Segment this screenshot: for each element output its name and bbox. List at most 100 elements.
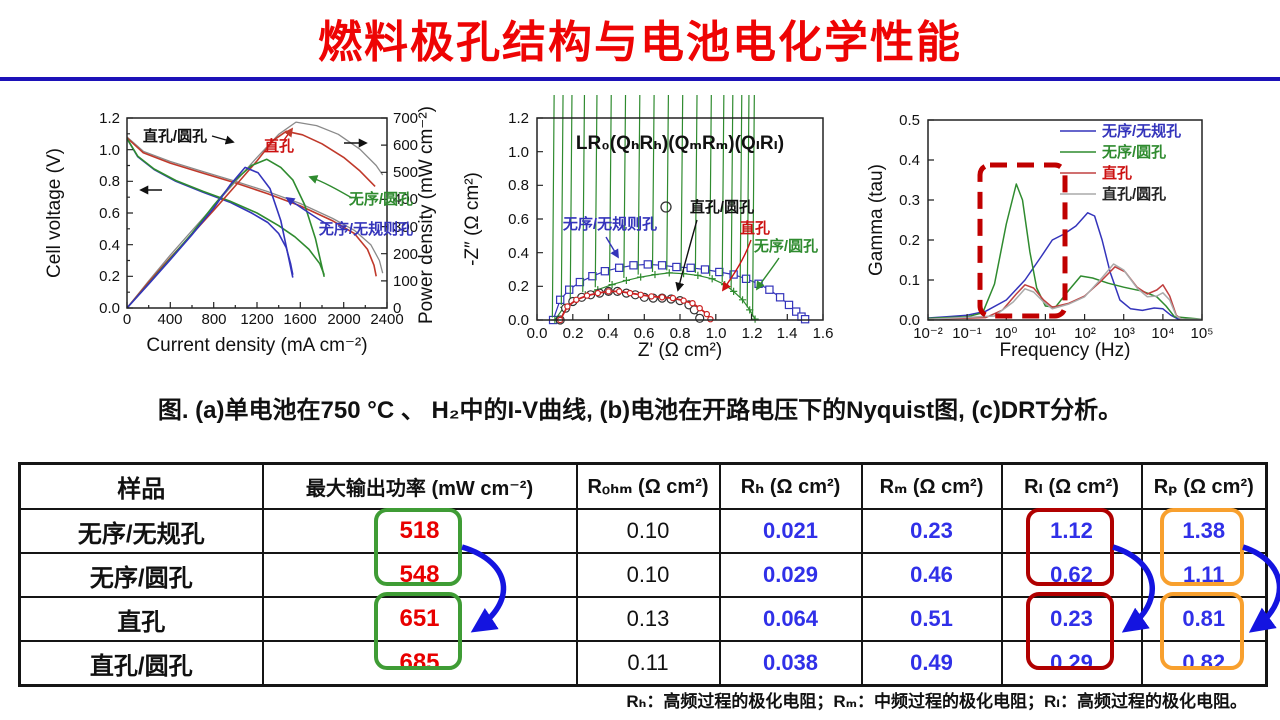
header-pmax: 最大输出功率 (mW cm⁻²) <box>261 462 578 510</box>
series-zkyk-p <box>126 121 384 309</box>
series-nyq-green <box>554 272 756 321</box>
star-marker <box>730 95 738 295</box>
square-marker <box>729 270 738 279</box>
cell-rl: 0.62 <box>1000 552 1143 598</box>
star-marker <box>738 95 747 304</box>
equivalent-circuit-label: LR₀(QₕRₕ)(QₘRₘ)(QₗRₗ) <box>576 133 784 154</box>
b-xtick: 1.0 <box>706 325 727 342</box>
a-xtick: 1200 <box>240 311 273 328</box>
a-label-disordered-irregular: 无序/无规则孔 <box>318 220 413 238</box>
low-frequency-highlight-box <box>977 162 1068 319</box>
a-xtick: 800 <box>201 311 226 328</box>
b-xtick: 0.6 <box>634 325 655 342</box>
c-xtick: 10³ <box>1113 325 1135 342</box>
circle-marker <box>594 289 602 297</box>
series-wxwg-iv <box>126 138 294 275</box>
square-marker <box>548 315 558 325</box>
b-xtick: 1.2 <box>742 325 763 342</box>
plot-frame <box>927 119 1203 321</box>
b-ytick: 0.2 <box>508 278 529 295</box>
square-marker <box>775 293 785 302</box>
a-xtick: 0 <box>123 311 131 328</box>
circle-marker <box>669 294 677 302</box>
circle-marker <box>626 289 634 297</box>
star-marker <box>746 95 754 314</box>
cell-rp: 0.82 <box>1140 640 1268 687</box>
a-ytick-left: 0.8 <box>99 173 120 190</box>
a-arrow-red <box>283 127 294 141</box>
circle-marker <box>557 316 564 324</box>
b-label-disordered-irregular: 无序/无规则孔 <box>562 215 657 233</box>
b-xtick: 0.2 <box>563 325 584 342</box>
b-xlabel: Z' (Ω cm²) <box>638 340 722 361</box>
b-ytick: 0.8 <box>508 177 529 194</box>
cell-rh: 0.064 <box>718 596 863 642</box>
circle-marker <box>666 294 676 304</box>
iv-power-chart: 0 400 800 1200 1600 2000 2400 0.0 0.2 0.… <box>44 106 437 356</box>
square-marker <box>588 272 597 281</box>
cell-rohm: 0.10 <box>575 552 721 598</box>
cell-rohm: 0.10 <box>575 508 721 554</box>
b-xtick: 0.0 <box>527 325 548 342</box>
b-ytick: 0.0 <box>508 312 529 329</box>
cell-pmax: 518 <box>261 508 578 554</box>
star-marker <box>560 95 568 311</box>
a-label-straight-round: 直孔/圆孔 <box>143 127 207 145</box>
series-zk-p <box>126 130 376 309</box>
circle-marker <box>689 305 699 315</box>
cell-pmax: 685 <box>261 640 578 687</box>
circle-marker <box>577 292 587 302</box>
square-marker <box>686 263 695 273</box>
circle-marker <box>603 286 614 296</box>
square-marker <box>555 295 565 305</box>
series-nyq-black <box>559 290 701 321</box>
header-rp: Rₚ (Ω cm²) <box>1140 462 1268 510</box>
a-ytick-right: 200 <box>393 246 418 263</box>
circle-marker <box>585 290 596 300</box>
series-wxyk-iv <box>126 138 325 276</box>
circle-marker <box>657 293 667 303</box>
b-xtick: 1.6 <box>813 325 834 342</box>
circle-marker <box>695 313 705 323</box>
series-zkyk-iv <box>126 136 384 274</box>
a-xtick: 1600 <box>283 311 316 328</box>
results-table-wrap: 样品 最大输出功率 (mW cm⁻²) Rₒₕₘ (Ω cm²) Rₕ (Ω c… <box>18 462 1268 687</box>
b-ylabel: -Z″ (Ω cm²) <box>462 172 483 266</box>
table-row: 直孔/圆孔 685 0.11 0.038 0.49 0.29 0.82 <box>18 640 1268 687</box>
star-marker <box>581 95 589 299</box>
circle-marker <box>630 290 640 300</box>
plot-frame <box>126 117 388 309</box>
a-ytick-right: 400 <box>393 191 418 208</box>
c-xtick: 10¹ <box>1034 325 1056 342</box>
b-label-straight: 直孔 <box>740 219 770 237</box>
header-sample: 样品 <box>18 462 264 510</box>
cell-sample: 无序/无规孔 <box>18 508 264 554</box>
a-ytick-left: 1.2 <box>99 110 120 127</box>
series-layer <box>548 95 810 325</box>
b-arrow-green <box>756 257 780 291</box>
circle-marker <box>680 297 687 304</box>
table-footnote: Rₕ：高频过程的极化电阻；Rₘ：中频过程的极化电阻；Rₗ：高频过程的极化电阻。 <box>626 692 1247 711</box>
square-marker <box>564 285 574 294</box>
series-nyq-red <box>559 290 712 321</box>
cell-rohm: 0.11 <box>575 640 721 687</box>
table-header-row: 样品 最大输出功率 (mW cm⁻²) Rₒₕₘ (Ω cm²) Rₕ (Ω c… <box>18 462 1268 510</box>
cell-rohm: 0.13 <box>575 596 721 642</box>
square-marker <box>784 300 794 310</box>
cell-sample: 直孔/圆孔 <box>18 640 264 687</box>
b-legend-circle-marker <box>660 201 672 213</box>
star-marker <box>651 95 659 279</box>
cell-rl: 0.23 <box>1000 596 1143 642</box>
nyquist-chart: 0.0 0.2 0.4 0.6 0.8 1.0 1.2 1.4 1.6 0.0 … <box>462 95 834 361</box>
star-marker <box>569 95 577 306</box>
legend-label: 无序/圆孔 <box>1101 143 1166 161</box>
square-marker <box>672 262 681 272</box>
a-ytick-right: 0 <box>393 300 401 317</box>
square-marker <box>754 279 763 289</box>
b-xtick: 1.4 <box>777 325 798 342</box>
cell-rh: 0.021 <box>718 508 863 554</box>
a-ytick-right: 600 <box>393 137 418 154</box>
drt-chart: 10⁻² 10⁻¹ 10⁰ 10¹ 10² 10³ 10⁴ 10⁵ 0.0 0.… <box>866 112 1213 361</box>
a-ytick-right: 300 <box>393 219 418 236</box>
